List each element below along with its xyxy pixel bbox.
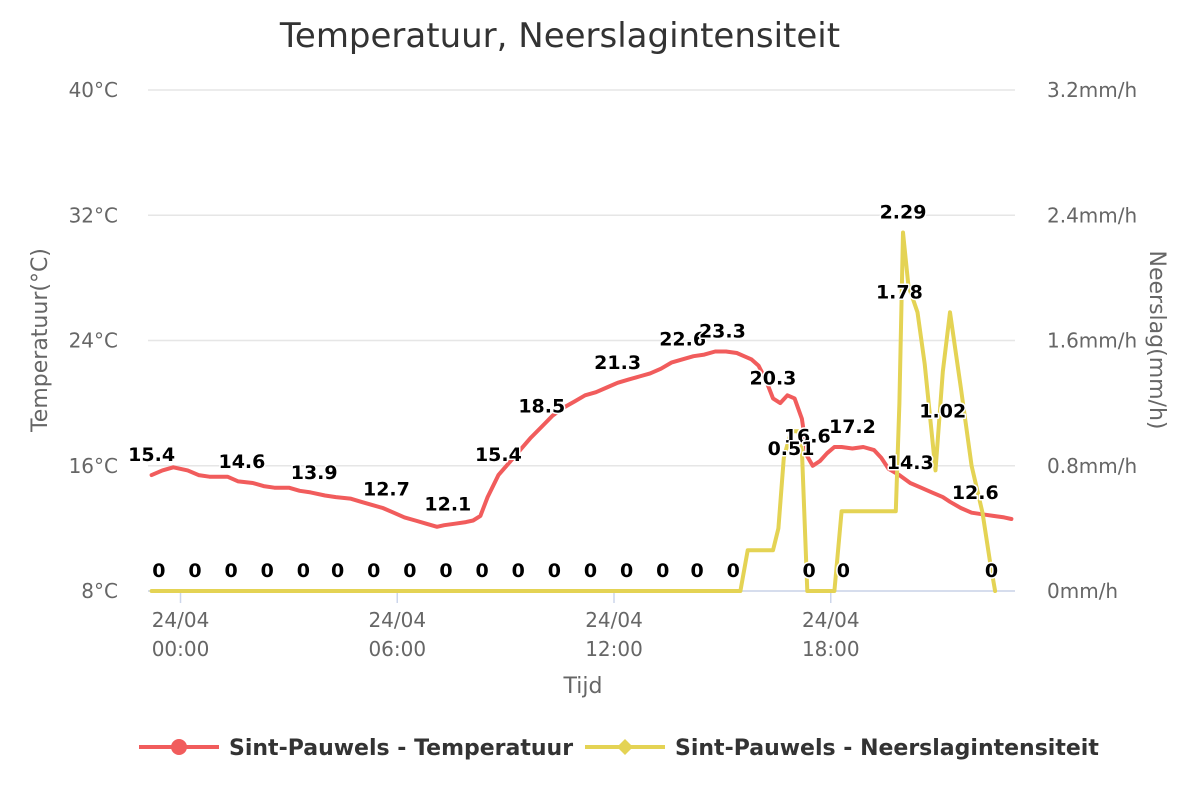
y-left-tick-label: 16°C [69, 454, 118, 478]
data-label: 13.9 [291, 462, 338, 484]
y-axis-left-title: Temperatuur(°C) [28, 248, 53, 433]
data-label: 0 [837, 560, 850, 582]
data-label: 0 [985, 560, 998, 582]
precipitation-line[interactable] [149, 230, 998, 593]
legend: Sint-Pauwels - Temperatuur Sint-Pauwels … [139, 736, 1099, 761]
y-left-tick-label: 24°C [69, 329, 118, 353]
data-label: 12.7 [363, 479, 410, 501]
data-label: 2.29 [880, 201, 927, 223]
data-label: 18.5 [518, 396, 565, 418]
data-label: 0 [439, 560, 452, 582]
data-label: 0 [152, 560, 165, 582]
y-right-tick-label: 0.8mm/h [1047, 454, 1137, 478]
data-label: 15.4 [128, 444, 175, 466]
x-tick-label-date: 24/04 [802, 608, 860, 632]
temperature-line[interactable] [149, 349, 1014, 529]
data-label: 0 [548, 560, 561, 582]
gridlines [148, 89, 1015, 592]
axes: 8°C 0mm/h 16°C 0.8mm/h 24°C 1.6mm/h 32°C 2.4mm/… [69, 78, 1138, 661]
y-right-tick-label: 1.6mm/h [1047, 329, 1137, 353]
data-label: 12.1 [424, 494, 471, 516]
data-label: 12.6 [952, 482, 999, 504]
y-axis-right-title: Neerslag(mm/h) [1144, 251, 1169, 430]
data-label: 15.4 [475, 444, 522, 466]
data-labels: 15.4 14.6 13.9 12.7 12.1 15.4 18.5 21.3 22.623.3… [127, 200, 1001, 584]
data-label: 20.3 [750, 367, 797, 389]
legend-label-precipitation: Sint-Pauwels - Neerslagintensiteit [675, 736, 1099, 761]
data-label: 0 [367, 560, 380, 582]
data-label: 0 [620, 560, 633, 582]
x-tick-label-time: 06:00 [368, 637, 426, 661]
x-tick-label-time: 00:00 [152, 637, 210, 661]
data-label: 0 [331, 560, 344, 582]
legend-item-temperature[interactable]: Sint-Pauwels - Temperatuur [139, 736, 573, 761]
data-label: 14.3 [887, 452, 934, 474]
data-label: 0 [584, 560, 597, 582]
series-lines [149, 230, 1014, 593]
data-label: 0 [802, 560, 815, 582]
legend-marker-circle [171, 739, 187, 755]
x-tick-label-date: 24/04 [152, 608, 210, 632]
data-label: 0.51 [768, 438, 815, 460]
chart-title: Temperatuur, Neerslagintensiteit [279, 16, 840, 56]
data-label: 21.3 [594, 352, 641, 374]
data-label: 23.3 [699, 320, 746, 342]
legend-label-temperature: Sint-Pauwels - Temperatuur [229, 736, 573, 761]
data-label: 0 [403, 560, 416, 582]
x-tick-label-date: 24/04 [585, 608, 643, 632]
y-left-tick-label: 8°C [81, 579, 118, 603]
y-right-tick-label: 3.2mm/h [1047, 78, 1137, 102]
data-label: 16.6 [784, 425, 831, 447]
data-label: 0 [224, 560, 237, 582]
data-label: 0 [727, 560, 740, 582]
data-label: 0 [656, 560, 669, 582]
data-label: 0 [476, 560, 489, 582]
x-tick-label-time: 12:00 [585, 637, 643, 661]
data-label: 0 [261, 560, 274, 582]
data-label: 17.2 [829, 416, 876, 438]
y-left-tick-label: 40°C [69, 78, 118, 102]
x-tick-label-time: 18:00 [802, 637, 860, 661]
y-right-tick-label: 2.4mm/h [1047, 203, 1137, 227]
x-axis-title: Tijd [563, 674, 603, 699]
y-right-tick-label: 0mm/h [1047, 579, 1118, 603]
legend-marker-diamond [617, 739, 633, 755]
data-label: 0 [512, 560, 525, 582]
legend-item-precipitation[interactable]: Sint-Pauwels - Neerslagintensiteit [585, 736, 1099, 761]
y-left-tick-label: 32°C [69, 203, 118, 227]
data-label: 1.02 [919, 400, 966, 422]
data-label: 0 [297, 560, 310, 582]
data-label: 1.78 [876, 281, 923, 303]
data-label: 0 [690, 560, 703, 582]
x-tick-label-date: 24/04 [368, 608, 426, 632]
data-label: 14.6 [218, 451, 265, 473]
data-label: 0 [188, 560, 201, 582]
data-label: 22.6 [659, 328, 706, 350]
